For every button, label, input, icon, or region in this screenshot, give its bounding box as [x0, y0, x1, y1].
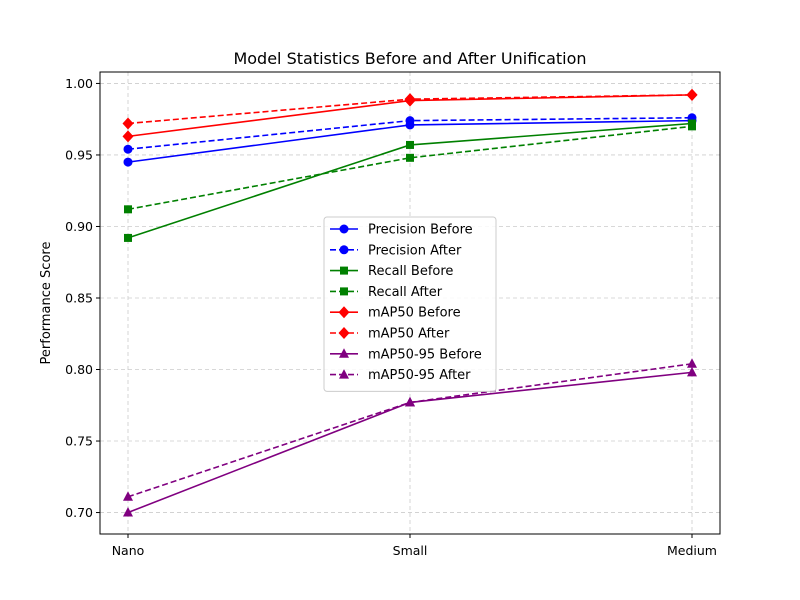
y-tick-label: 0.70	[65, 505, 93, 520]
series-recall-after	[124, 122, 696, 214]
legend-item: Precision After	[330, 243, 462, 258]
legend-label: mAP50-95 After	[368, 368, 471, 383]
series-line	[127, 125, 693, 211]
series-layer	[122, 88, 698, 517]
data-point	[406, 153, 414, 162]
legend-marker	[339, 224, 349, 234]
legend-item: mAP50-95 Before	[330, 347, 482, 362]
legend-box	[323, 216, 497, 392]
data-point	[688, 122, 696, 131]
data-point	[405, 396, 415, 407]
y-tick-label: 0.75	[65, 434, 93, 449]
series-line	[127, 371, 693, 514]
legend-item: mAP50 After	[330, 327, 450, 342]
legend-label: mAP50 Before	[368, 306, 461, 321]
data-point	[124, 205, 132, 214]
data-point	[687, 366, 697, 377]
legend-label: mAP50 After	[368, 327, 450, 342]
legend-item: mAP50 Before	[330, 306, 461, 321]
chart-title: Model Statistics Before and After Unific…	[233, 49, 586, 68]
legend-marker	[339, 369, 349, 379]
data-point	[405, 116, 415, 126]
data-point	[686, 88, 698, 101]
data-point	[687, 358, 697, 368]
y-tick-label: 0.80	[65, 362, 93, 377]
legend-label: Precision Before	[368, 223, 473, 238]
legend-label: Precision After	[368, 243, 462, 258]
legend-item: Recall Before	[330, 264, 453, 279]
legend-item: mAP50-95 After	[330, 368, 471, 383]
x-tick-label: Small	[393, 543, 428, 558]
y-tick-label: 0.85	[65, 290, 93, 305]
legend-item: Recall After	[330, 285, 443, 300]
x-tick-label: Medium	[667, 543, 717, 558]
y-tick-label: 0.90	[65, 219, 93, 234]
legend-marker	[339, 348, 349, 358]
y-axis-label: Performance Score	[39, 242, 54, 365]
legend-marker	[340, 266, 348, 275]
data-point	[123, 144, 133, 154]
data-point	[124, 233, 132, 242]
legend-marker	[339, 245, 349, 255]
series-map50-95-after	[123, 358, 697, 501]
y-tick-label: 0.95	[65, 147, 93, 162]
legend-marker	[340, 287, 348, 296]
data-point	[404, 93, 416, 106]
y-tick-label: 1.00	[65, 76, 93, 91]
legend-marker	[338, 327, 350, 339]
legend-label: Recall After	[368, 285, 443, 300]
axis-ticks: 0.70 0.75 0.80 0.85 0.90 0.95 1.00 Nano Small Med…	[65, 76, 717, 558]
legend-marker	[338, 306, 350, 319]
legend-item: Precision Before	[330, 223, 473, 238]
series-map50-after	[122, 88, 698, 130]
data-point	[122, 117, 134, 130]
data-point	[123, 507, 133, 517]
legend-label: Recall Before	[368, 264, 453, 279]
x-tick-label: Nano	[112, 543, 145, 558]
data-point	[123, 491, 133, 501]
legend: Precision Before Precision After Recall Be…	[323, 216, 497, 392]
legend-label: mAP50-95 Before	[368, 347, 482, 362]
data-point	[406, 140, 414, 149]
data-point	[123, 157, 133, 167]
data-point	[122, 130, 134, 143]
series-precision-after	[123, 113, 697, 154]
